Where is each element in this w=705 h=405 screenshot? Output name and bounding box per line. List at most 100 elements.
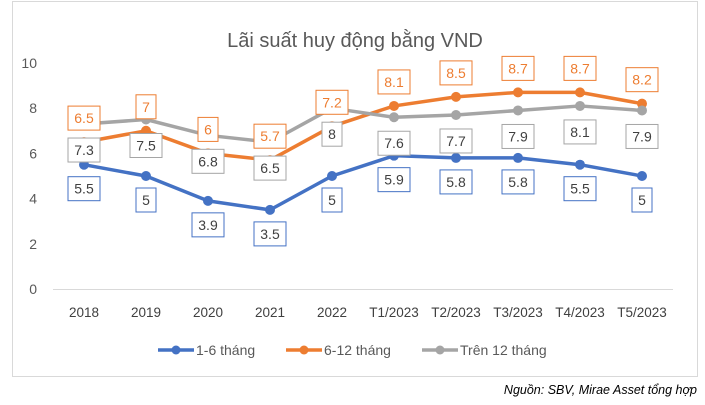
series-line — [83, 104, 643, 144]
data-point — [637, 105, 647, 116]
x-tick-label: 2022 — [317, 305, 347, 320]
data-label: 5 — [142, 192, 150, 208]
data-label-box — [321, 121, 343, 147]
legend-label: 6-12 tháng — [324, 342, 391, 358]
data-point — [575, 100, 585, 111]
data-point — [451, 109, 461, 120]
data-label: 5.8 — [508, 174, 528, 190]
data-label: 5.7 — [260, 128, 280, 144]
source-note: Nguồn: SBV, Mirae Asset tổng hợp — [503, 383, 697, 397]
data-label: 5 — [328, 192, 336, 208]
y-tick-label: 8 — [29, 100, 37, 116]
data-label-box — [501, 123, 535, 149]
y-tick-label: 4 — [29, 191, 37, 207]
data-label: 7 — [142, 99, 150, 115]
data-label: 3.5 — [260, 226, 280, 242]
data-label-box — [377, 69, 411, 95]
data-label-box — [253, 221, 287, 247]
data-label-box — [253, 123, 287, 149]
data-label-box — [501, 55, 535, 81]
data-label: 7.9 — [632, 128, 652, 144]
y-tick-label: 6 — [29, 145, 37, 161]
data-label-box — [377, 167, 411, 193]
data-label-box — [439, 60, 473, 86]
data-label: 7.6 — [384, 135, 404, 151]
data-label-box — [625, 67, 659, 93]
chart-title: Lãi suất huy động bằng VND — [227, 29, 483, 52]
data-label: 8.7 — [508, 60, 528, 76]
x-tick-label: T3/2023 — [493, 305, 543, 320]
data-labels-1: 6.5 7 6 5.7 7.2 8.1 8.5 8.7 8.7 8.2 — [67, 55, 659, 149]
data-label: 5 — [638, 192, 646, 208]
series-group: 5.5 5 3.9 3.5 5 5.9 5.8 5.8 5.5 5 6.5 7 6 5.7 7.2 8.1 8.… — [67, 55, 659, 247]
x-tick-label: T2/2023 — [431, 305, 481, 320]
data-label-box — [191, 212, 225, 238]
legend-marker — [299, 345, 309, 355]
legend: 1-6 tháng 6-12 tháng Trên 12 tháng — [158, 342, 547, 358]
data-point — [513, 105, 523, 116]
data-label: 8.5 — [446, 65, 466, 81]
data-label-box — [377, 130, 411, 156]
data-label: 8.2 — [632, 72, 652, 88]
data-label-box — [67, 176, 101, 202]
legend-item-2: Trên 12 tháng — [422, 342, 547, 358]
data-label: 6 — [204, 121, 212, 137]
data-label: 7.2 — [322, 94, 342, 110]
data-label: 6.5 — [260, 160, 280, 176]
data-label: 5.5 — [570, 181, 590, 197]
data-point — [203, 195, 213, 206]
x-tick-label: T4/2023 — [555, 305, 605, 320]
data-point — [575, 87, 585, 98]
series-line — [83, 153, 643, 212]
data-point — [513, 152, 523, 163]
data-label-box — [197, 116, 219, 142]
legend-marker — [435, 345, 445, 355]
data-point — [575, 159, 585, 170]
data-point — [451, 152, 461, 163]
y-axis: 0 2 4 6 8 10 — [21, 55, 37, 297]
data-point — [141, 171, 151, 181]
data-point — [327, 171, 337, 181]
y-tick-label: 10 — [21, 55, 37, 71]
data-label: 8 — [328, 126, 336, 142]
data-point — [389, 112, 399, 123]
data-point — [451, 91, 461, 102]
data-label: 7.5 — [136, 138, 156, 154]
data-label-box — [129, 133, 163, 158]
data-label-box — [563, 176, 597, 202]
data-label: 5.8 — [446, 174, 466, 190]
data-label-box — [501, 169, 535, 195]
data-label: 7.3 — [74, 142, 94, 158]
data-label: 8.1 — [570, 124, 590, 140]
data-label: 7.7 — [446, 133, 466, 149]
data-label: 5.9 — [384, 172, 404, 188]
x-tick-label: 2019 — [131, 305, 161, 320]
x-tick-label: 2021 — [255, 305, 285, 320]
data-label: 6.5 — [74, 110, 94, 126]
data-label: 3.9 — [198, 217, 218, 233]
legend-item-1: 6-12 tháng — [286, 342, 391, 358]
x-axis: 2018 2019 2020 2021 2022 T1/2023 T2/2023 T3/202… — [69, 305, 667, 320]
data-point — [513, 87, 523, 98]
y-tick-label: 2 — [29, 236, 37, 252]
data-label: 8.1 — [384, 74, 404, 90]
data-label-box — [321, 187, 343, 213]
legend-label: Trên 12 tháng — [460, 342, 547, 358]
data-label-box — [563, 55, 597, 81]
data-point — [389, 100, 399, 111]
data-point — [637, 171, 647, 181]
legend-marker — [171, 345, 181, 355]
x-tick-label: 2020 — [193, 305, 223, 320]
data-label: 7.9 — [508, 128, 528, 144]
data-label-box — [315, 89, 349, 115]
legend-item-0: 1-6 tháng — [158, 342, 255, 358]
x-tick-label: T5/2023 — [617, 305, 667, 320]
data-point — [265, 204, 275, 215]
data-label-box — [191, 148, 225, 174]
x-tick-label: T1/2023 — [369, 305, 419, 320]
data-label: 8.7 — [570, 60, 590, 76]
data-label-box — [67, 105, 101, 131]
data-labels-0: 5.5 5 3.9 3.5 5 5.9 5.8 5.8 5.5 5 — [67, 167, 653, 247]
data-label-box — [563, 119, 597, 145]
